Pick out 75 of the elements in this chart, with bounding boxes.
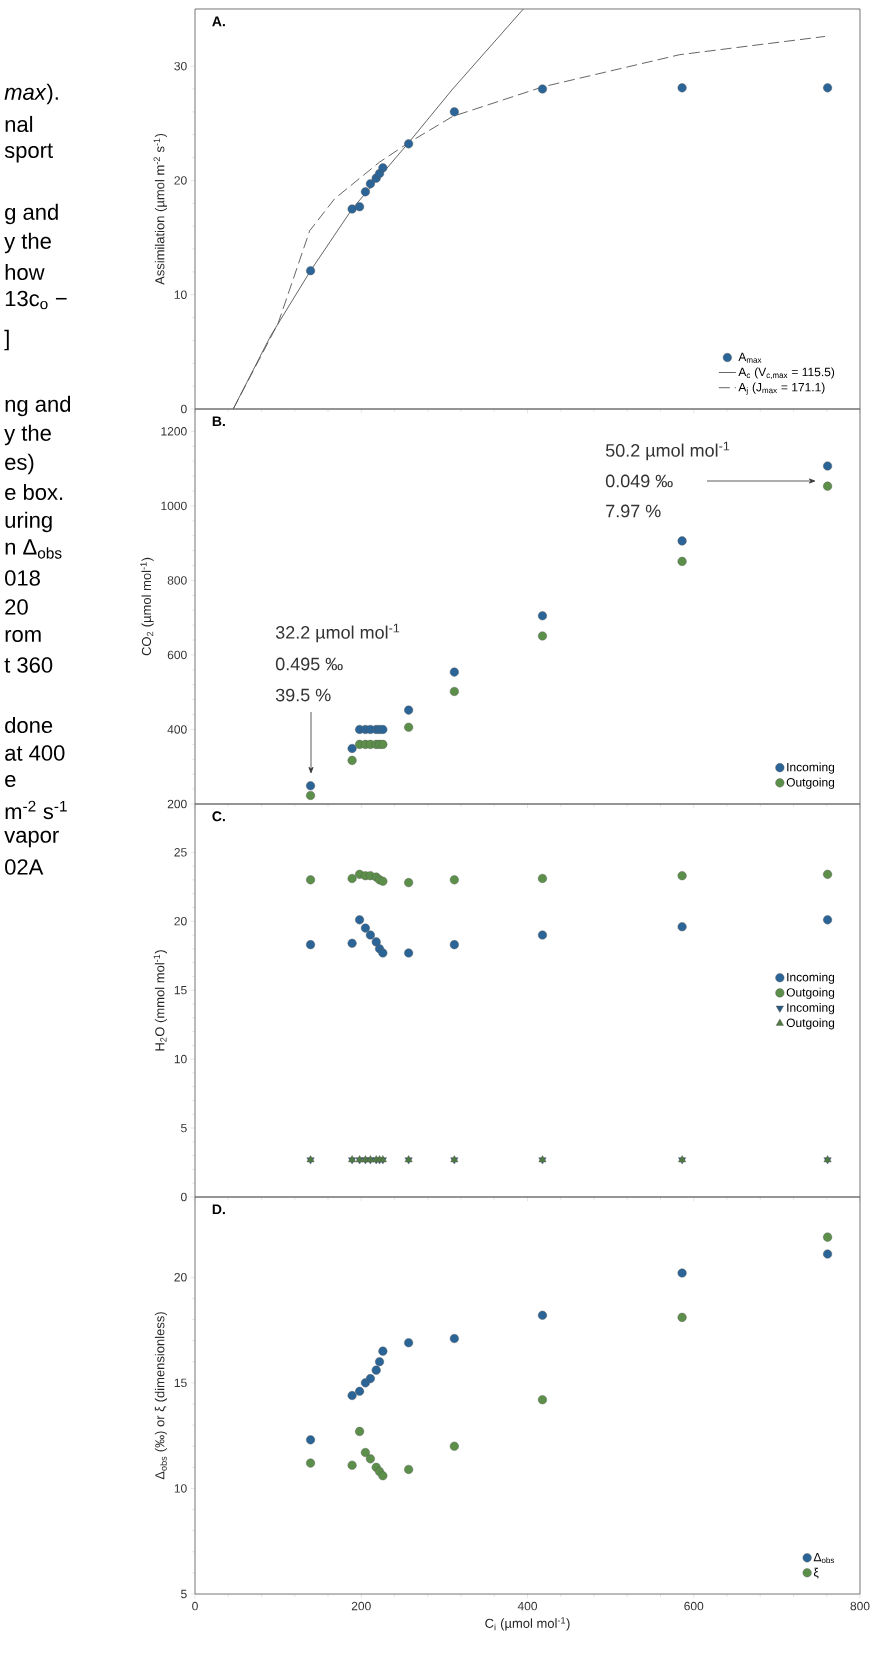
y-tick-label: 15 (174, 985, 187, 995)
text: 02A (5, 859, 44, 875)
text: max). (4, 83, 58, 105)
text: m$^{-2}$ s$^{-1}$ (5, 800, 67, 820)
y-axis-title: CO$_{2}$ (µmol mol$^{-1}$) (140, 557, 154, 656)
chart-title: C. (212, 811, 225, 822)
y-tick-label: 1000 (161, 501, 187, 511)
text: e (5, 774, 16, 788)
text: es) (5, 453, 34, 475)
annotation: 39.5 % (275, 688, 331, 702)
chart-title: A. (212, 16, 225, 27)
legend-label: Δ$_{obs}$ (813, 1552, 835, 1564)
y-tick-label: 25 (174, 848, 187, 857)
y-tick-label: 600 (167, 650, 187, 660)
y-tick-label: 10 (174, 290, 187, 299)
text: y the (4, 424, 51, 446)
text: ] (4, 329, 9, 351)
x-tick-label: 400 (517, 1601, 538, 1611)
legend-label: Incoming (787, 1003, 835, 1015)
legend-label: Incoming (787, 762, 835, 774)
y-tick-label: 30 (174, 61, 187, 71)
y-axis-title: H$_{2}$O (mmol mol$^{-1}$) (153, 950, 167, 1051)
y-axis-title: Assimilation (µmol m$^{-2}$ s$^{-1}$) (153, 133, 167, 285)
legend-label: A$_{c}$ (V$_{c,max}$ = 115.5) (738, 367, 835, 379)
annotation: 7.97 % (606, 504, 661, 518)
legend-label: A$_{j}$ (J$_{max}$ = 171.1) (738, 382, 825, 395)
x-axis-title: C$_{i}$ (µmol mol$^{-1}$) (485, 1617, 570, 1631)
chart-title: D. (212, 1204, 225, 1215)
text: n Δ$_{obs}$ (5, 539, 62, 559)
y-tick-label: 400 (167, 725, 187, 734)
annotation: 0.495 ‰ (275, 657, 343, 671)
text: how (5, 263, 45, 281)
legend-label: Incoming (787, 972, 835, 984)
x-tick-label: 200 (351, 1601, 371, 1611)
annotation: 32.2 µmol mol$^{-1}$ (275, 623, 400, 643)
annotation: 50.2 µmol mol$^{-1}$ (605, 441, 730, 461)
legend-label: Outgoing (786, 987, 835, 1000)
y-axis-title: Δ$_{obs}$ (‰) or ξ (dimensionless) (154, 1312, 167, 1480)
text: e box. (5, 483, 63, 501)
chart-title: B. (212, 416, 225, 427)
y-tick-label: 10 (174, 1054, 187, 1064)
text: y the (4, 232, 51, 254)
y-tick-label: 15 (174, 1378, 187, 1388)
text: sport (4, 143, 53, 163)
text: g and (5, 203, 58, 225)
legend-label: Outgoing (786, 1018, 835, 1030)
legend-label: ξ (813, 1567, 819, 1579)
y-tick-label: 200 (167, 799, 187, 809)
y-tick-label: 800 (167, 576, 187, 585)
legend-label: A$_{max}$ (738, 352, 762, 363)
text: ng and (5, 395, 71, 417)
x-tick-label: 600 (684, 1601, 704, 1611)
text: 13c$_{o}$ − (5, 290, 67, 310)
y-tick-label: 20 (174, 1273, 187, 1282)
text: at 400 (5, 745, 65, 761)
annotation: 0.049 ‰ (605, 474, 673, 488)
x-tick-label: 800 (850, 1601, 870, 1611)
y-tick-label: 5 (181, 1123, 187, 1133)
text: done (5, 716, 53, 734)
legend-label: Outgoing (786, 777, 835, 789)
y-tick-label: 0 (181, 1192, 187, 1202)
text: nal (5, 115, 33, 133)
x-tick-label: 0 (192, 1601, 198, 1611)
text: 20 (5, 599, 28, 615)
text: 018 (5, 570, 40, 586)
text: rom (5, 629, 41, 643)
text: t 360 (4, 657, 53, 673)
text: vapor (4, 830, 59, 848)
y-tick-label: 20 (174, 176, 187, 185)
y-tick-label: 10 (174, 1484, 187, 1493)
y-tick-label: 0 (181, 404, 187, 414)
y-tick-label: 5 (181, 1589, 187, 1599)
y-tick-label: 20 (174, 916, 187, 926)
y-tick-label: 1200 (161, 427, 187, 436)
text: uring (5, 511, 52, 533)
